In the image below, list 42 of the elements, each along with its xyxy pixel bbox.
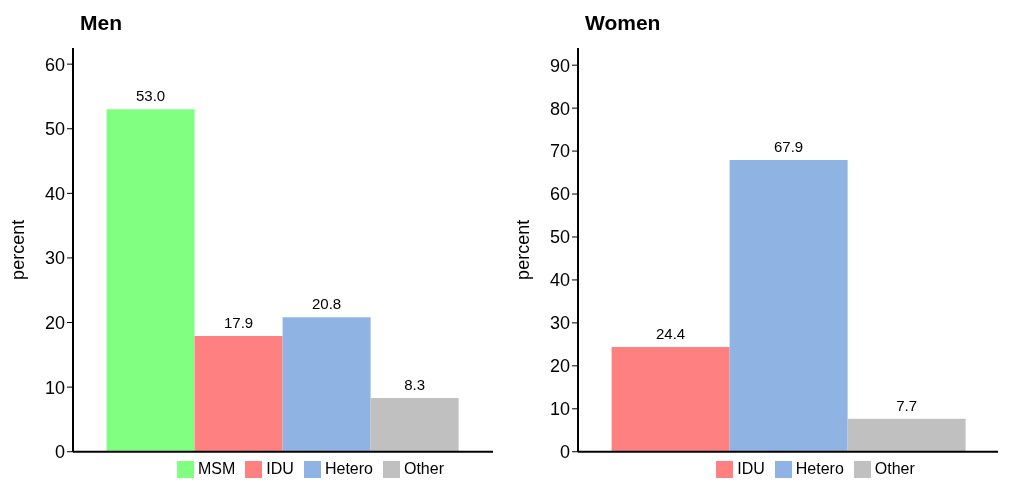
y-tick-label: 10	[44, 377, 65, 398]
y-tick-label: 30	[44, 248, 65, 269]
bar	[194, 336, 283, 452]
y-tick-label: 0	[54, 442, 65, 463]
bar	[106, 109, 195, 452]
y-tick-label: 20	[549, 356, 570, 377]
bar	[370, 398, 459, 452]
data-label: 20.8	[312, 295, 342, 313]
y-tick-label: 10	[549, 399, 570, 420]
y-tick-label: 40	[44, 183, 65, 204]
data-label: 8.3	[404, 376, 426, 394]
chart-title: Men	[79, 10, 123, 36]
bar	[847, 418, 966, 452]
y-tick-label: 50	[549, 227, 570, 248]
data-label: 53.0	[136, 87, 166, 105]
y-tick-label: 70	[549, 141, 570, 162]
legend-label: Hetero	[324, 459, 373, 477]
y-tick-label: 40	[549, 270, 570, 291]
y-axis-title: percent	[513, 219, 534, 280]
data-label: 17.9	[224, 314, 254, 332]
legend-label: Other	[403, 459, 444, 477]
y-axis-title: percent	[8, 219, 29, 280]
bar	[611, 346, 730, 452]
bar	[282, 317, 371, 452]
data-label: 67.9	[774, 138, 804, 156]
legend-label: IDU	[737, 459, 765, 477]
legend-label: Hetero	[795, 459, 844, 477]
y-tick-label: 50	[44, 119, 65, 140]
bar	[729, 160, 848, 452]
data-label: 24.4	[656, 324, 686, 342]
y-tick-label: 60	[549, 184, 570, 205]
y-tick-label: 90	[549, 55, 570, 76]
legend-label: MSM	[198, 459, 236, 477]
legend-label: Other	[874, 459, 915, 477]
chart-title: Women	[584, 10, 662, 36]
y-tick-label: 20	[44, 312, 65, 333]
legend-label: IDU	[266, 459, 294, 477]
y-tick-label: 0	[559, 442, 570, 463]
data-label: 7.7	[896, 396, 918, 414]
y-tick-label: 30	[549, 313, 570, 334]
y-tick-label: 80	[549, 98, 570, 119]
y-tick-label: 60	[44, 54, 65, 75]
